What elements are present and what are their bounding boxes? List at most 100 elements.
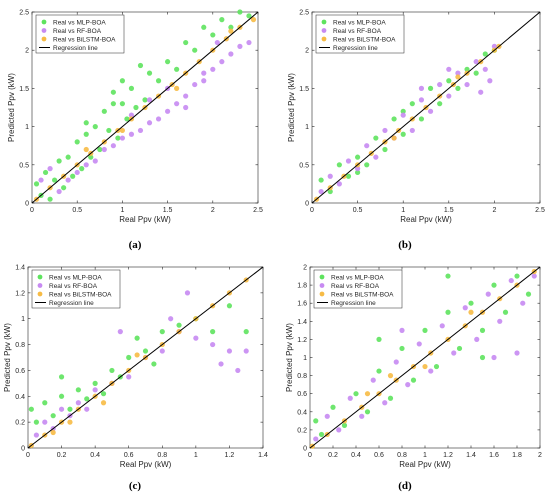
point-mlp bbox=[219, 17, 225, 23]
point-rf bbox=[65, 177, 71, 183]
regression-line bbox=[309, 266, 541, 449]
x-tick-label: 1.5 bbox=[163, 207, 173, 214]
point-rf bbox=[418, 85, 425, 91]
point-mlp bbox=[514, 273, 520, 279]
point-mlp bbox=[165, 59, 171, 65]
point-rf bbox=[33, 432, 39, 438]
x-tick-label: 0 bbox=[310, 207, 314, 214]
y-tick-label: 1.8 bbox=[297, 283, 307, 290]
point-rf bbox=[246, 39, 252, 46]
point-mlp bbox=[336, 162, 342, 168]
point-rf bbox=[531, 273, 537, 279]
point-rf bbox=[137, 127, 144, 134]
point-rf bbox=[464, 81, 470, 88]
point-mlp bbox=[84, 396, 90, 402]
point-mlp bbox=[226, 303, 233, 309]
point-mlp bbox=[159, 329, 165, 335]
legend-box bbox=[35, 14, 125, 54]
point-mlp bbox=[473, 70, 479, 76]
x-tick-label: 0.2 bbox=[57, 452, 67, 459]
point-rf bbox=[235, 367, 241, 374]
y-tick-label: 0 bbox=[25, 201, 29, 208]
panel-c: 0 0.2 0.4 0.6 0.8 1 1.2 1.4 0 0.2 0.4 0.6 0.8 1 1.2 1.4… bbox=[3, 265, 268, 493]
point-mlp bbox=[133, 104, 139, 111]
point-mlp bbox=[155, 78, 162, 84]
x-tick-label: 0.8 bbox=[157, 452, 167, 459]
point-rf bbox=[370, 377, 376, 383]
x-tick-label: 2 bbox=[211, 207, 215, 214]
point-rf bbox=[168, 316, 174, 322]
legend-marker-rf bbox=[321, 28, 327, 33]
point-mlp bbox=[128, 85, 135, 91]
point-rf bbox=[56, 188, 62, 195]
point-mlp bbox=[376, 368, 382, 374]
y-axis-label: Predicted Ppv (kW) bbox=[285, 323, 294, 392]
y-tick-label: 2.5 bbox=[299, 10, 309, 17]
point-rf bbox=[193, 335, 199, 341]
point-rf bbox=[364, 143, 370, 149]
panel-caption: (c) bbox=[129, 480, 142, 492]
point-rf bbox=[347, 395, 353, 401]
point-mlp bbox=[50, 413, 56, 419]
point-rf bbox=[427, 108, 434, 114]
point-mlp bbox=[446, 78, 452, 84]
point-mlp bbox=[88, 154, 94, 160]
point-mlp bbox=[399, 345, 405, 352]
point-mlp bbox=[101, 108, 107, 114]
point-rf bbox=[117, 329, 123, 335]
point-mlp bbox=[373, 135, 379, 141]
point-rf bbox=[210, 341, 216, 348]
point-rf bbox=[110, 143, 116, 149]
point-bilstm bbox=[67, 419, 73, 425]
point-mlp bbox=[502, 309, 509, 315]
point-mlp bbox=[422, 327, 428, 333]
point-mlp bbox=[387, 395, 394, 401]
y-tick-label: 0.6 bbox=[297, 391, 307, 398]
x-tick-label: 0 bbox=[30, 207, 34, 214]
y-tick-label: 0.4 bbox=[15, 394, 25, 401]
point-rf bbox=[336, 181, 342, 187]
point-mlp bbox=[445, 309, 451, 315]
point-bilstm bbox=[387, 373, 394, 379]
point-rf bbox=[119, 135, 125, 141]
point-mlp bbox=[142, 348, 149, 354]
point-mlp bbox=[146, 70, 153, 76]
legend-label: Real vs MLP-BOA bbox=[49, 274, 102, 281]
y-tick-label: 0.5 bbox=[19, 162, 29, 169]
point-rf bbox=[439, 323, 445, 329]
x-tick-label: 0.5 bbox=[72, 207, 82, 214]
y-tick-label: 0.8 bbox=[15, 342, 25, 349]
point-mlp bbox=[28, 406, 34, 412]
legend-label: Real vs BiLSTM-BOA bbox=[331, 291, 394, 298]
point-rf bbox=[47, 166, 53, 172]
point-rf bbox=[451, 350, 457, 356]
point-mlp bbox=[355, 154, 361, 160]
panel-a: 0 0.5 1 1.5 2 2.5 0 0.5 1 1.5 2 2.5 Real Ppv (kW) Pre… bbox=[7, 9, 263, 251]
point-mlp bbox=[115, 135, 121, 141]
x-tick-label: 0.8 bbox=[397, 452, 407, 459]
x-tick-label: 1.4 bbox=[258, 452, 268, 459]
point-mlp bbox=[33, 181, 40, 187]
point-mlp bbox=[243, 329, 249, 335]
y-tick-label: 1.5 bbox=[299, 86, 309, 93]
legend-marker-rf bbox=[37, 283, 43, 288]
point-rf bbox=[514, 350, 520, 356]
y-tick-label: 2 bbox=[305, 48, 309, 55]
point-rf bbox=[446, 66, 452, 72]
y-axis-label: Predicted Ppv (kW) bbox=[3, 323, 12, 392]
point-rf bbox=[146, 97, 153, 103]
point-rf bbox=[101, 146, 107, 153]
point-mlp bbox=[437, 101, 443, 107]
point-mlp bbox=[318, 431, 325, 438]
point-rf bbox=[474, 336, 480, 342]
x-tick-label: 0.5 bbox=[353, 207, 363, 214]
x-tick-label: 2.5 bbox=[535, 207, 545, 214]
point-mlp bbox=[65, 154, 71, 160]
y-tick-label: 0.6 bbox=[15, 368, 25, 375]
point-rf bbox=[243, 348, 249, 354]
regression-line bbox=[31, 11, 259, 204]
point-mlp bbox=[341, 422, 348, 428]
legend-label: Real vs BiLSTM-BOA bbox=[49, 291, 112, 298]
legend-label: Real vs BiLSTM-BOA bbox=[333, 36, 396, 43]
point-mlp bbox=[353, 391, 359, 397]
